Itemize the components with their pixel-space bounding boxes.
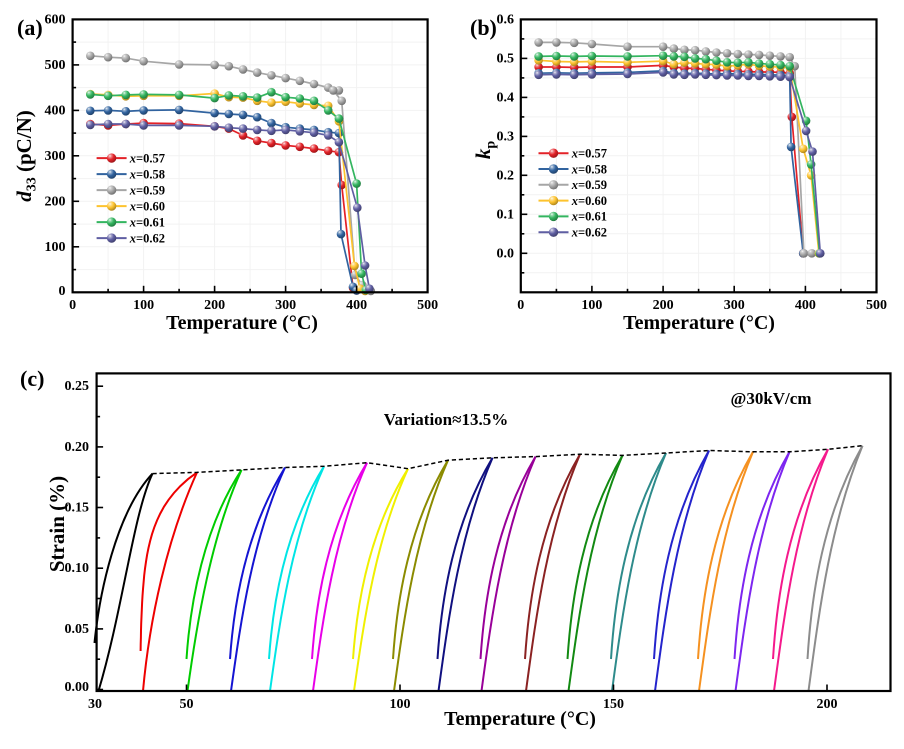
svg-text:100: 100 bbox=[390, 697, 411, 712]
svg-text:0.2: 0.2 bbox=[497, 168, 515, 183]
svg-text:Temperature (°C): Temperature (°C) bbox=[444, 708, 596, 730]
svg-text:x=0.59: x=0.59 bbox=[129, 183, 165, 197]
svg-text:200: 200 bbox=[653, 298, 674, 313]
svg-text:300: 300 bbox=[45, 149, 66, 164]
svg-text:500: 500 bbox=[417, 298, 438, 313]
svg-text:x=0.58: x=0.58 bbox=[129, 167, 165, 181]
svg-text:30: 30 bbox=[88, 697, 102, 712]
svg-text:(b): (b) bbox=[470, 15, 497, 40]
svg-text:x=0.62: x=0.62 bbox=[571, 226, 607, 240]
svg-text:0.6: 0.6 bbox=[497, 12, 515, 27]
svg-text:x=0.62: x=0.62 bbox=[129, 231, 165, 245]
svg-text:d33 (pC/N): d33 (pC/N) bbox=[12, 110, 40, 202]
svg-text:500: 500 bbox=[45, 58, 66, 73]
svg-text:0.25: 0.25 bbox=[65, 379, 90, 394]
svg-text:0.10: 0.10 bbox=[65, 561, 90, 576]
svg-text:x=0.60: x=0.60 bbox=[571, 194, 607, 208]
svg-text:500: 500 bbox=[866, 298, 887, 313]
svg-text:50: 50 bbox=[180, 697, 194, 712]
svg-text:Variation≈13.5%: Variation≈13.5% bbox=[384, 410, 508, 429]
svg-text:100: 100 bbox=[45, 240, 66, 255]
svg-text:Temperature (°C): Temperature (°C) bbox=[623, 312, 775, 334]
svg-text:200: 200 bbox=[204, 298, 225, 313]
svg-text:400: 400 bbox=[795, 298, 816, 313]
svg-text:(a): (a) bbox=[17, 15, 43, 40]
svg-text:x=0.57: x=0.57 bbox=[129, 151, 165, 165]
svg-text:(c): (c) bbox=[20, 366, 44, 391]
svg-text:x=0.61: x=0.61 bbox=[129, 215, 165, 229]
svg-text:300: 300 bbox=[724, 298, 745, 313]
svg-text:0: 0 bbox=[517, 298, 524, 313]
svg-text:600: 600 bbox=[45, 12, 66, 27]
svg-text:400: 400 bbox=[346, 298, 367, 313]
svg-text:0: 0 bbox=[69, 298, 76, 313]
svg-text:@30kV/cm: @30kV/cm bbox=[731, 389, 812, 408]
svg-text:0.1: 0.1 bbox=[497, 207, 515, 222]
svg-text:0.00: 0.00 bbox=[65, 680, 90, 695]
svg-text:x=0.58: x=0.58 bbox=[571, 162, 607, 176]
svg-text:200: 200 bbox=[45, 194, 66, 209]
svg-text:0.15: 0.15 bbox=[65, 501, 90, 516]
svg-text:Temperature (°C): Temperature (°C) bbox=[166, 312, 318, 334]
svg-text:400: 400 bbox=[45, 103, 66, 118]
svg-text:x=0.57: x=0.57 bbox=[571, 147, 607, 161]
svg-text:kp: kp bbox=[471, 141, 499, 160]
svg-text:0.20: 0.20 bbox=[65, 440, 90, 455]
svg-text:0.3: 0.3 bbox=[497, 129, 515, 144]
svg-text:Strain (%): Strain (%) bbox=[45, 476, 69, 572]
svg-text:0.05: 0.05 bbox=[65, 622, 90, 637]
svg-text:300: 300 bbox=[275, 298, 296, 313]
svg-text:x=0.61: x=0.61 bbox=[571, 210, 607, 224]
svg-text:0.0: 0.0 bbox=[497, 246, 515, 261]
svg-text:100: 100 bbox=[133, 298, 154, 313]
svg-text:200: 200 bbox=[817, 697, 838, 712]
svg-text:0.5: 0.5 bbox=[497, 51, 515, 66]
svg-text:x=0.60: x=0.60 bbox=[129, 199, 165, 213]
svg-text:100: 100 bbox=[581, 298, 602, 313]
svg-text:150: 150 bbox=[603, 697, 624, 712]
svg-text:0.4: 0.4 bbox=[497, 90, 515, 105]
svg-text:x=0.59: x=0.59 bbox=[571, 178, 607, 192]
svg-text:0: 0 bbox=[59, 284, 66, 299]
